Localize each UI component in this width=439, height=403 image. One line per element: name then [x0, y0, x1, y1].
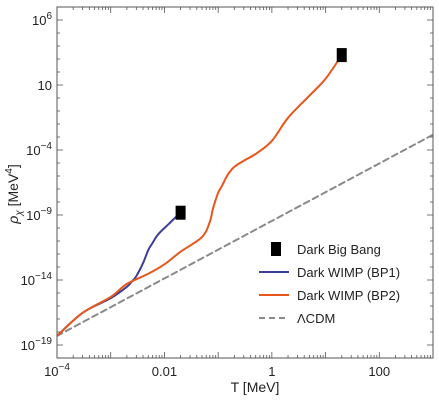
series-line-cdm: [57, 133, 433, 337]
legend-label: Dark WIMP (BP1): [297, 265, 400, 280]
y-axis-title-subscript: χ: [14, 210, 25, 217]
dark-big-bang-marker: [336, 48, 347, 63]
series-line-dark-wimp-bp2: [57, 54, 343, 337]
x-axis: 10−4 0.01 1 100: [44, 7, 434, 379]
y-axis-title-unit-text: [MeV: [5, 173, 21, 206]
y-tick-label: 10−19: [21, 336, 53, 353]
y-tick-label: 10−9: [26, 206, 52, 223]
series-line-dark-wimp-bp1: [57, 211, 182, 337]
y-axis-title-close: ]: [5, 164, 21, 168]
y-axis-title-symbol: ρ: [5, 216, 21, 225]
legend: Dark Big Bang Dark WIMP (BP1) Dark WIMP (B…: [259, 242, 400, 326]
legend-label: Dark WIMP (BP2): [297, 288, 400, 303]
x-tick-label: 100: [368, 364, 390, 379]
y-tick-label: 10: [38, 78, 52, 93]
dark-big-bang-marker: [175, 205, 186, 220]
legend-label-dark-big-bang: Dark Big Bang: [297, 242, 381, 257]
x-tick-label: 1: [268, 364, 275, 379]
x-tick-label: 0.01: [152, 364, 177, 379]
x-axis-title: T [MeV]: [231, 379, 280, 395]
plot-frame: [56, 6, 434, 359]
y-tick-label: 10−4: [26, 141, 52, 158]
series-layer: [57, 54, 433, 337]
legend-label: ΛCDM: [297, 311, 335, 326]
y-tick-label: 106: [32, 11, 52, 28]
y-axis: 10−19 10−14 10−9 10−4 10 106: [21, 6, 433, 359]
marker-layer: [175, 48, 347, 220]
y-tick-label: 10−14: [21, 271, 53, 288]
x-tick-label: 10−4: [44, 362, 70, 379]
y-axis-title-exponent: 4: [4, 168, 15, 174]
y-axis-title: ρχ [MeV4]: [4, 164, 25, 225]
legend-marker-dark-big-bang: [271, 242, 281, 256]
